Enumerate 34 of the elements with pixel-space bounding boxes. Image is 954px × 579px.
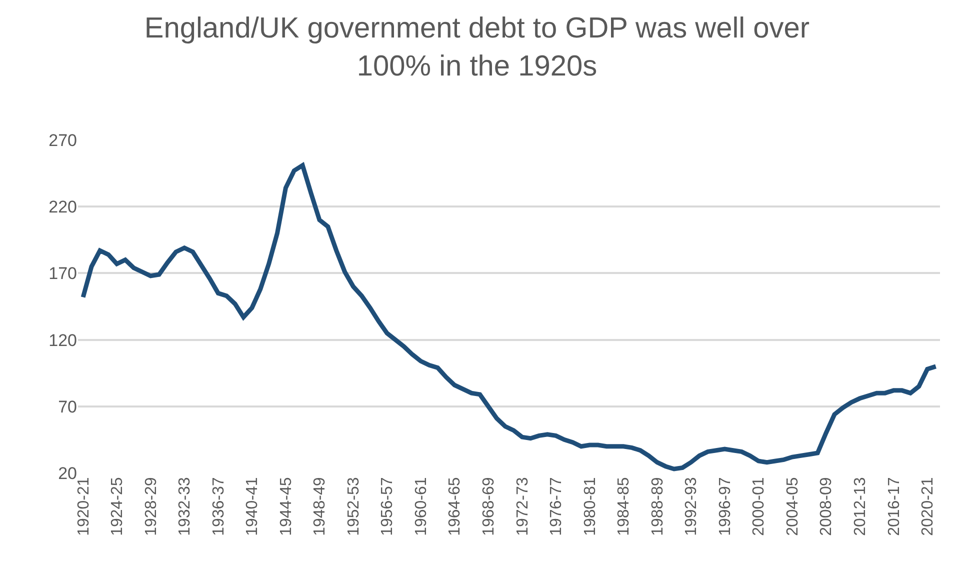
y-tick-label: 70 [58,397,77,416]
x-tick-label: 1944-45 [278,477,295,536]
x-tick-label: 1964-65 [446,477,464,536]
x-tick-label: 1988-89 [649,477,666,536]
x-tick-label: 1924-25 [109,477,126,536]
x-tick-label: 2012-13 [852,477,869,536]
x-tick-label: 1996-97 [716,477,734,536]
x-tick-label: 1940-41 [244,477,262,536]
x-tick-label: 2004-05 [784,477,802,536]
y-tick-label: 170 [48,264,77,284]
x-tick-label: 1928-29 [142,477,160,536]
x-tick-label: 1932-33 [176,477,194,536]
x-tick-label: 2000-01 [750,477,768,536]
y-tick-label: 270 [48,130,77,150]
x-tick-label: 1976-77 [548,477,566,536]
x-tick-label: 1984-85 [616,477,633,536]
chart-title: England/UK government debt to GDP was well over 100% in the 1920s [144,12,810,82]
x-tick-label: 2016-17 [886,477,903,536]
x-tick-label: 1960-61 [412,477,430,536]
x-tick-label: 2008-09 [818,477,836,536]
y-tick-label: 220 [48,198,77,217]
x-tick-label: 1920-21 [75,477,92,536]
x-tick-label: 1968-69 [480,477,498,536]
x-tick-label: 1992-93 [683,477,700,536]
line-series [80,163,938,472]
x-tick-label: 1952-53 [345,477,362,536]
x-tick-label: 1956-57 [379,477,396,536]
x-tick-label: 1936-37 [210,477,228,536]
y-tick-label: 120 [48,330,77,350]
y-tick-label: 20 [58,464,77,483]
x-tick-label: 2020-21 [920,477,937,536]
x-tick-label: 1948-49 [312,477,329,536]
x-tick-label: 1980-81 [582,477,599,536]
x-tick-label: 1972-73 [514,477,532,536]
